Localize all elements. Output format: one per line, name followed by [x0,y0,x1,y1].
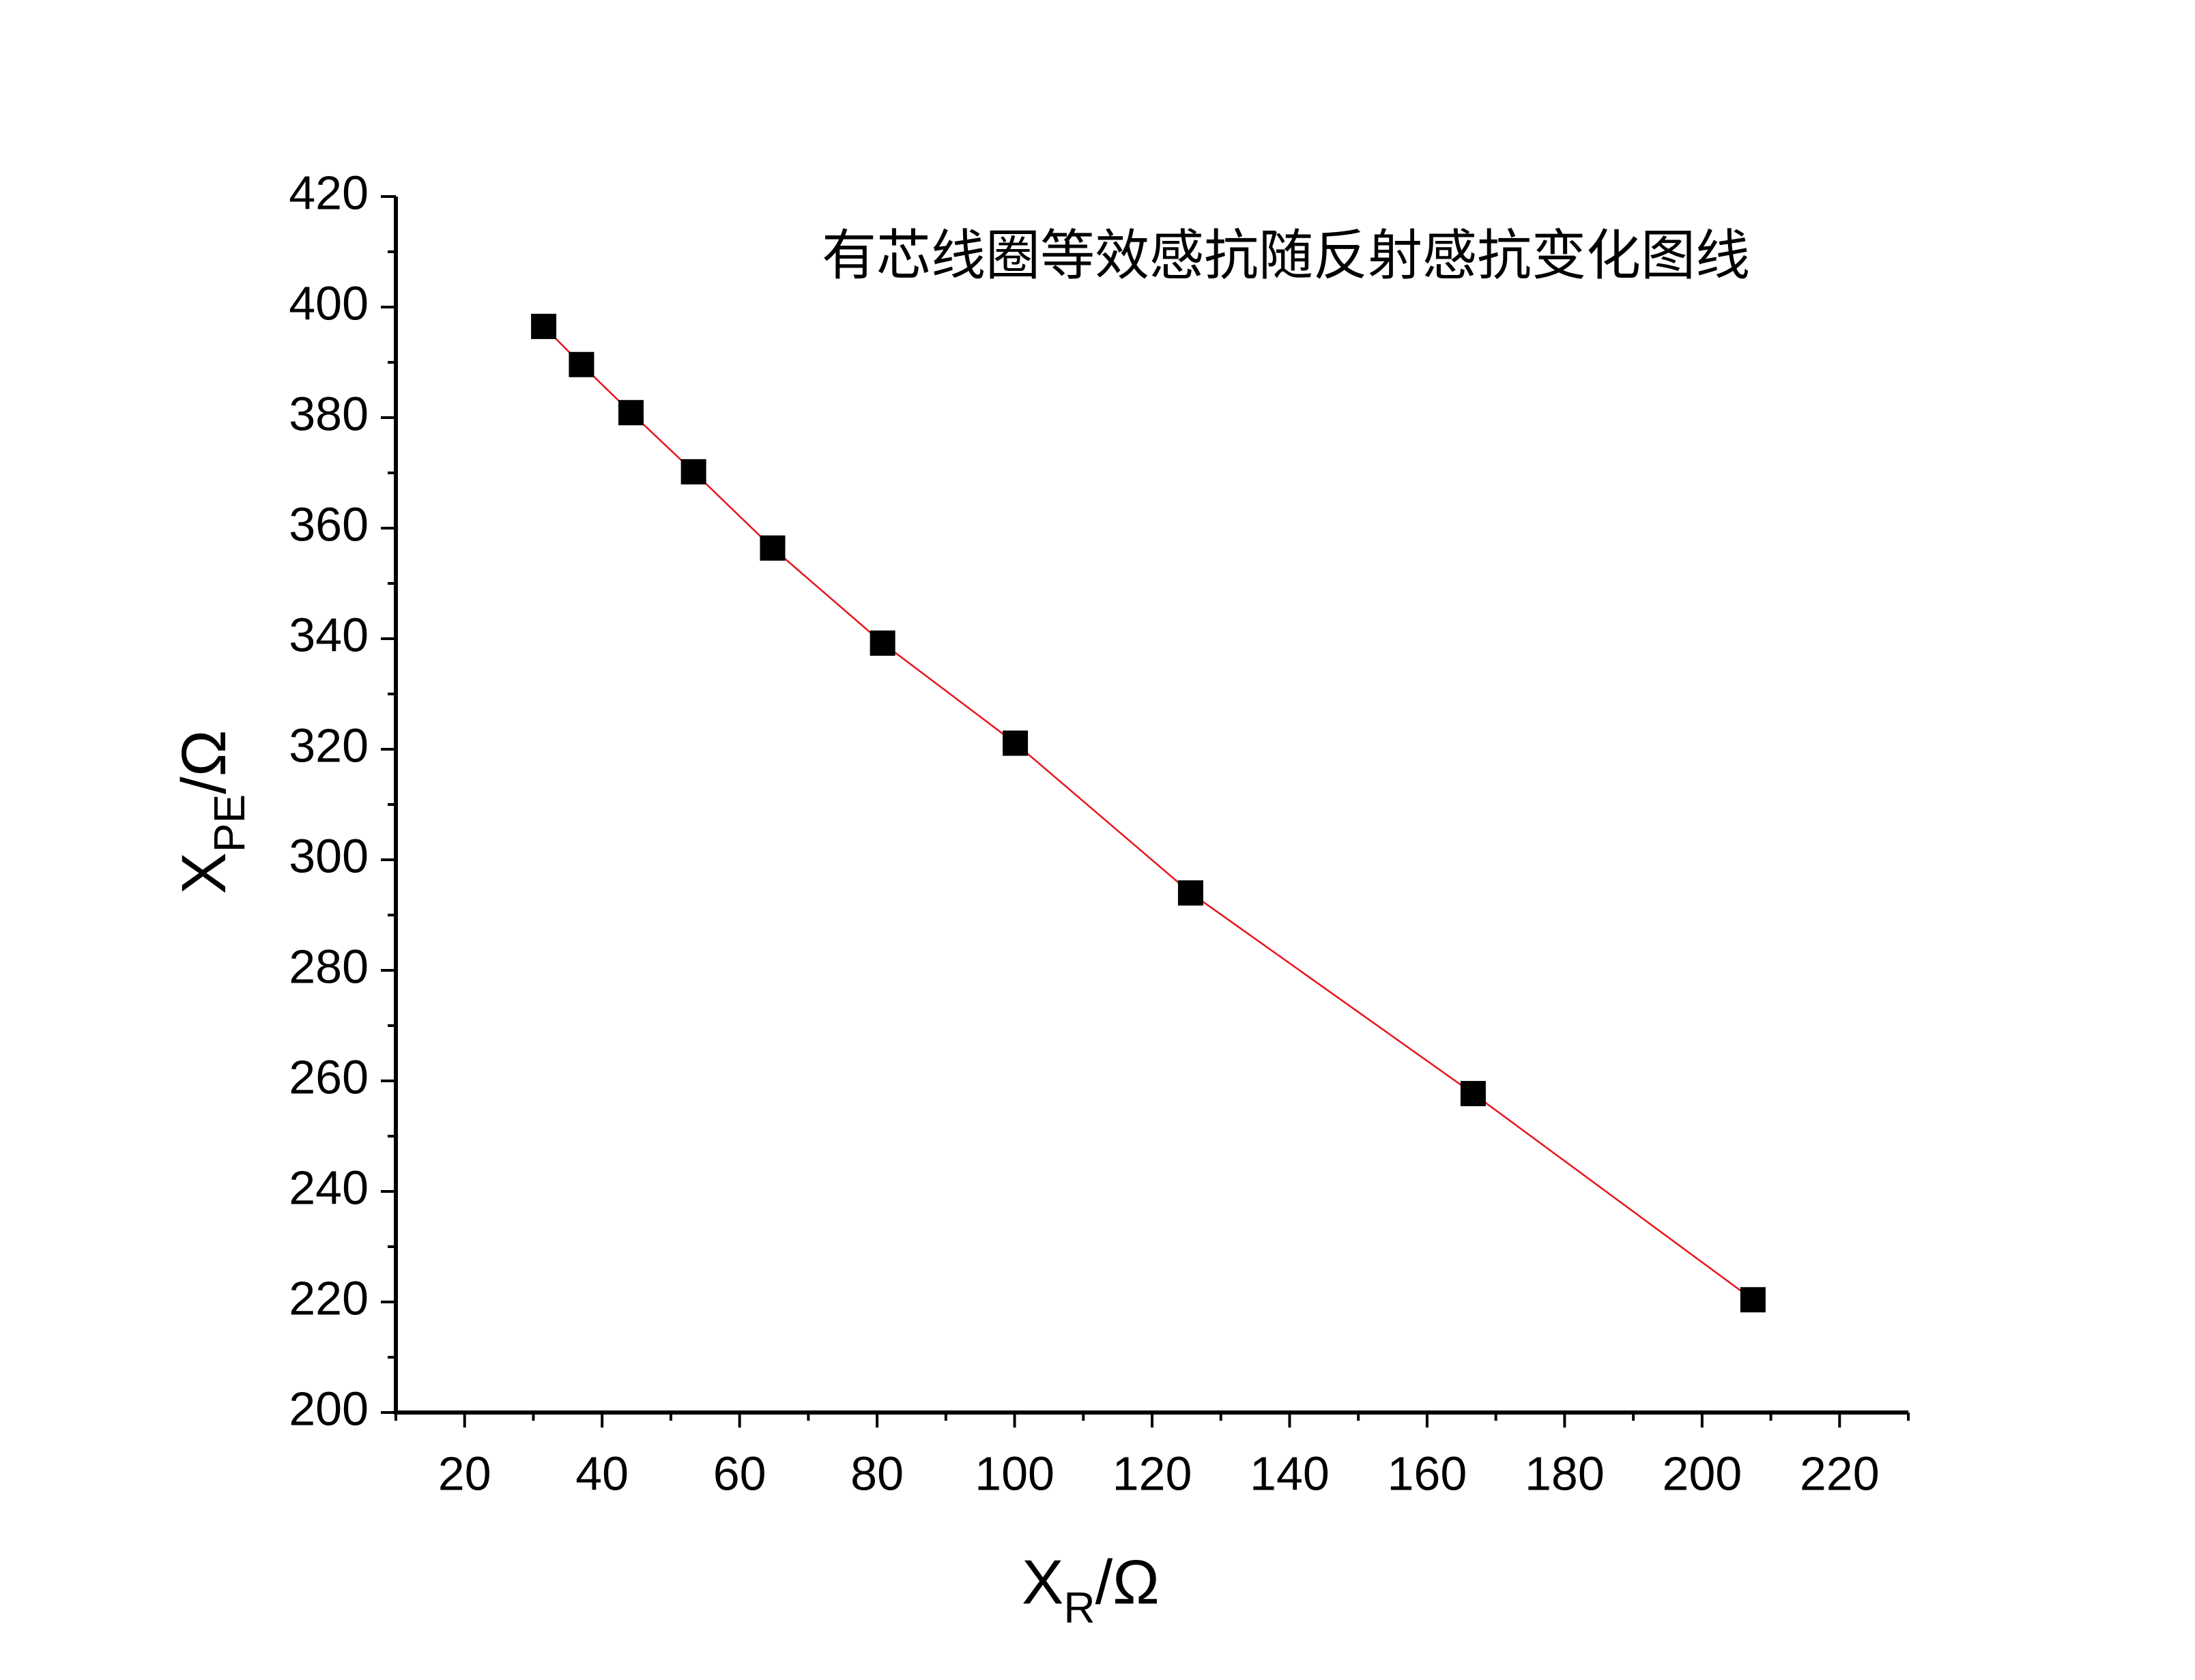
marker [1177,880,1203,906]
y-tick-label: 320 [289,719,369,772]
y-tick-label: 220 [289,1271,369,1324]
x-tick-label: 120 [1113,1447,1192,1500]
y-tick-label: 260 [289,1050,369,1103]
marker [569,351,594,377]
y-tick-label: 420 [289,166,369,219]
marker [1003,730,1029,756]
x-tick-label: 220 [1800,1447,1880,1500]
x-label-main: X [1022,1548,1063,1617]
y-tick-label: 200 [289,1382,369,1435]
y-tick-label: 280 [289,940,369,993]
x-tick-label: 200 [1662,1447,1742,1500]
x-label-sub: R [1063,1583,1095,1632]
y-tick-label: 400 [289,276,369,330]
y-label-unit: /Ω [169,729,239,794]
y-tick-label: 340 [289,608,369,661]
x-axis-label: XR/Ω [1022,1548,1160,1632]
x-tick-label: 20 [438,1447,491,1500]
marker [760,535,786,561]
marker [1740,1287,1766,1313]
x-tick-label: 40 [575,1447,629,1500]
y-tick-label: 300 [289,829,369,882]
x-tick-label: 60 [713,1447,766,1500]
y-tick-label: 240 [289,1161,369,1214]
x-tick-label: 140 [1250,1447,1330,1500]
y-tick-label: 360 [289,497,369,551]
x-tick-label: 180 [1525,1447,1605,1500]
y-label-main: X [169,852,239,894]
x-tick-label: 100 [975,1447,1055,1500]
marker [531,313,557,339]
marker [870,630,895,656]
chart-title: 有芯线圈等效感抗随反射感抗变化图线 [822,224,1750,287]
marker [1460,1081,1486,1107]
x-tick-label: 80 [850,1447,904,1500]
data-line [543,325,1754,1301]
x-label-unit: /Ω [1095,1548,1160,1617]
marker [680,459,706,484]
y-tick-label: 380 [289,387,369,440]
marker [618,400,644,426]
x-tick-label: 160 [1388,1447,1467,1500]
y-label-sub: PE [205,794,254,852]
y-axis-label: XPE/Ω [169,729,254,894]
